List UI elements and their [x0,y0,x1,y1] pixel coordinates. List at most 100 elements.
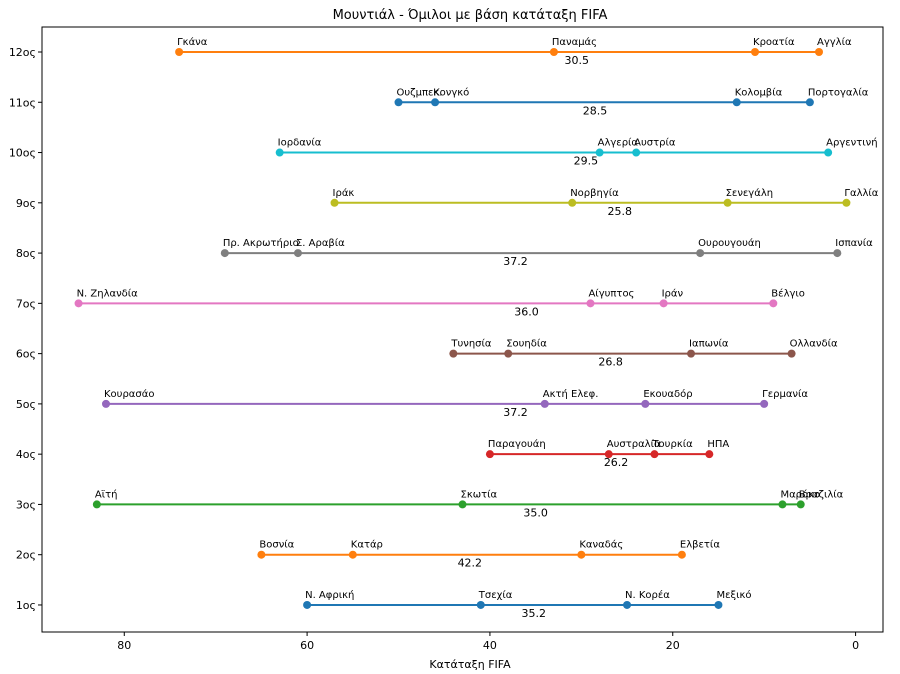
team-label: Παραγουάη [488,438,546,450]
y-tick-label: 5ος [16,398,36,411]
team-point [696,249,705,258]
team-label: Αυστρία [634,137,676,149]
team-point [842,198,851,207]
team-label: Μαρόκο [780,488,820,500]
team-label: Βοσνία [259,539,294,551]
group-mean-label: 35.2 [522,607,547,620]
group-mean-label: 42.2 [458,557,483,570]
x-axis-label: Κατάταξη FIFA [429,658,511,671]
team-label: Ιράκ [333,187,355,199]
team-label: Καναδάς [579,539,623,551]
group-mean-label: 26.8 [598,356,623,369]
group-mean-label: 30.5 [565,54,590,67]
team-point [275,148,284,157]
group-row: Τυνησία Σουηδία Ιαπωνία Ολλανδία 26.8 [449,338,838,369]
team-point [348,550,357,559]
group-mean-label: 28.5 [583,104,608,117]
team-point [303,600,312,609]
team-label: Ιορδανία [278,137,322,149]
team-label: Μεξικό [716,589,751,601]
team-point [394,98,403,107]
group-mean-label: 37.2 [503,406,528,419]
team-label: Κουρασάο [104,388,154,400]
y-tick-label: 2ος [16,549,36,562]
team-point [632,148,641,157]
team-label: ΗΠΑ [707,439,729,450]
team-label: Εκουαδόρ [643,388,692,400]
team-point [760,399,769,408]
team-label: Ν. Κορέα [625,589,670,601]
group-row: Ν. Αφρική Τσεχία Ν. Κορέα Μεξικό 35.2 [303,589,751,620]
y-tick-label: 12ος [9,46,36,59]
team-point [705,450,714,459]
group-row: Γκάνα Παναμάς Κροατία Αγγλία 30.5 [175,36,852,67]
team-label: Σενεγάλη [726,187,773,199]
team-label: Γερμανία [762,388,808,400]
team-point [641,399,650,408]
team-point [778,500,787,509]
group-mean-label: 35.0 [523,506,548,519]
team-label: Ιαπωνία [689,338,729,350]
team-label: Σκωτία [461,488,498,500]
team-point [92,500,101,509]
team-point [549,48,558,56]
team-label: Κονγκό [433,86,469,98]
team-label: Ουρουγουάη [698,237,761,249]
x-tick-label: 20 [666,639,680,652]
y-tick-label: 6ος [16,348,36,361]
team-label: Ελβετία [680,539,720,551]
plot-frame [41,26,884,633]
team-label: Αυστραλία [607,438,661,450]
group-mean-label: 36.0 [514,305,539,318]
team-point [769,299,778,308]
team-point [751,48,760,56]
team-point [220,249,229,258]
x-tick-label: 80 [117,639,131,652]
group-row: Βοσνία Κατάρ Καναδάς Ελβετία 42.2 [257,539,720,570]
team-point [476,600,485,609]
team-label: Ιράν [662,287,684,299]
group-mean-label: 37.2 [503,255,528,268]
chart-title: Μουντιάλ - Όμιλοι με βάση κατάταξη FIFA [333,8,608,23]
team-point [650,450,659,459]
team-label: Κατάρ [351,539,383,551]
team-point [101,399,110,408]
team-label: Παναμάς [552,36,597,48]
team-label: Ουζμπεκ. [397,87,443,98]
team-label: Σ. Αραβία [296,237,345,249]
x-tick-label: 0 [852,639,859,652]
group-row: Ιράκ Νορβηγία Σενεγάλη Γαλλία 25.8 [330,187,879,218]
team-label: Σουηδία [506,338,547,350]
team-label: Ν. Ζηλανδία [77,287,139,299]
team-label: Γκάνα [177,36,208,48]
y-tick-label: 1ος [16,599,36,612]
team-point [540,399,549,408]
team-point [687,349,696,358]
team-point [586,299,595,308]
group-mean-label: 25.8 [607,205,632,218]
group-row: Ν. Ζηλανδία Αίγυπτος Ιράν Βέλγιο 36.0 [74,287,805,318]
team-point [796,500,805,509]
team-point [293,249,302,258]
team-point [723,198,732,207]
team-point [604,450,613,459]
team-label: Αίγυπτος [588,287,634,299]
team-point [659,299,668,308]
group-mean-label: 29.5 [574,155,599,168]
x-tick-label: 60 [300,639,314,652]
team-label: Νορβηγία [570,187,619,199]
team-label: Ακτή Ελεφ. [543,388,599,400]
team-label: Γαλλία [844,187,878,199]
team-point [805,98,814,107]
team-point [431,98,440,107]
team-point [74,299,83,308]
team-label: Ολλανδία [790,338,838,350]
team-point [714,600,723,609]
team-label: Αγγλία [817,36,852,48]
team-point [175,48,184,56]
team-label: Κολομβία [735,86,783,98]
